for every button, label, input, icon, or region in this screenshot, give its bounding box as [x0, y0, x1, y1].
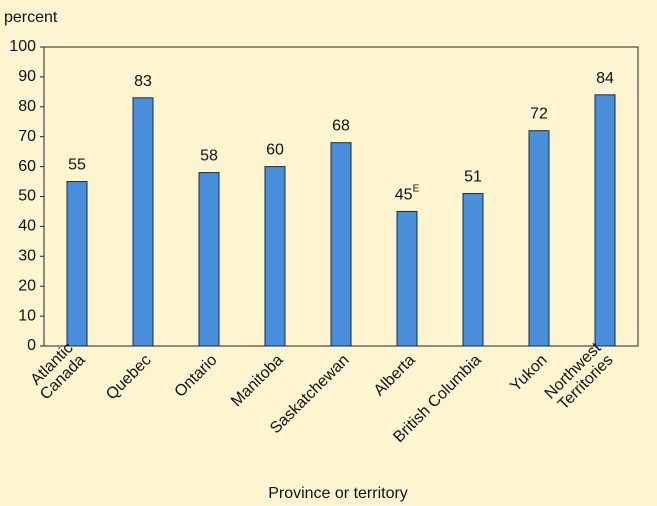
value-label-text: 55: [68, 157, 86, 174]
value-label: 84: [596, 70, 614, 87]
x-tick-label: NorthwestTerritories: [542, 339, 617, 414]
bar: [396, 210, 418, 347]
x-tick-label-line: Manitoba: [228, 352, 287, 411]
value-label-text: 72: [530, 106, 548, 123]
x-tick-label-line: Quebec: [103, 352, 155, 404]
value-label-text: 84: [596, 70, 614, 87]
bar: [330, 142, 352, 347]
bar: [528, 130, 550, 347]
bar: [264, 166, 286, 347]
value-label-text: 83: [134, 73, 152, 90]
y-tick-label: 0: [27, 337, 36, 354]
value-label: 60: [266, 142, 284, 159]
value-label-text: 68: [332, 118, 350, 135]
x-axis-label: Province or territory: [268, 485, 408, 502]
y-tick-label: 70: [18, 128, 36, 145]
value-label-text: 45: [395, 187, 413, 204]
bar: [198, 172, 220, 347]
y-axis-label: percent: [4, 9, 58, 26]
x-tick-label: Alberta: [371, 352, 419, 400]
y-tick-label: 20: [18, 277, 36, 294]
value-label-text: 60: [266, 142, 284, 159]
y-tick-label: 10: [18, 307, 36, 324]
bar: [66, 181, 88, 347]
value-label: 45E: [395, 183, 420, 204]
x-tick-label-line: Ontario: [172, 352, 221, 401]
bar: [132, 97, 154, 347]
bar: [462, 193, 484, 347]
y-tick-label: 50: [18, 188, 36, 205]
y-tick-label: 80: [18, 98, 36, 115]
value-label-sup: E: [413, 183, 420, 194]
y-tick-label: 100: [9, 38, 36, 55]
value-label-text: 58: [200, 148, 218, 165]
y-tick-label: 40: [18, 218, 36, 235]
value-label: 83: [134, 73, 152, 90]
bar: [594, 94, 616, 347]
value-label: 55: [68, 157, 86, 174]
x-tick-label: Manitoba: [228, 352, 287, 411]
value-label: 58: [200, 148, 218, 165]
value-label: 72: [530, 106, 548, 123]
value-label: 51: [464, 169, 482, 186]
x-tick-label: Quebec: [103, 352, 155, 404]
y-tick-label: 30: [18, 248, 36, 265]
y-tick-label: 90: [18, 68, 36, 85]
x-tick-label-line: Alberta: [371, 352, 419, 400]
x-tick-label: Ontario: [172, 352, 221, 401]
value-label: 68: [332, 118, 350, 135]
y-tick-label: 60: [18, 158, 36, 175]
value-label-text: 51: [464, 169, 482, 186]
